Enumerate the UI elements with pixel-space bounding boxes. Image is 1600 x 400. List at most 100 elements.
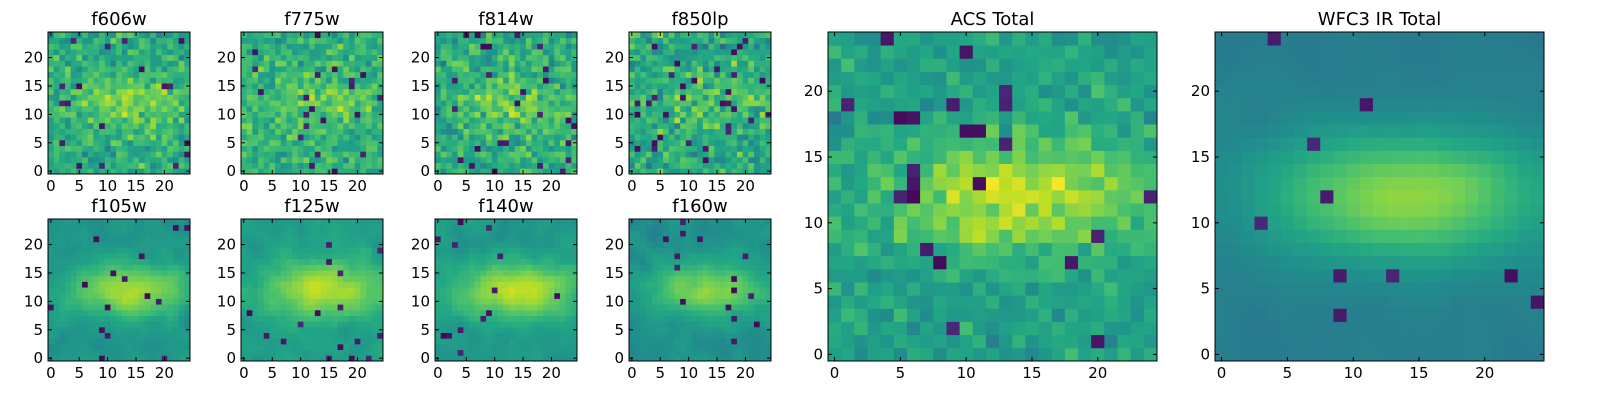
heatmap-cell	[87, 230, 94, 237]
heatmap-cell	[525, 230, 532, 237]
heatmap-cell	[297, 247, 304, 254]
heatmap-cell	[702, 139, 709, 146]
heatmap-cell	[161, 122, 168, 129]
heatmap-cell	[548, 88, 555, 95]
heatmap-cell	[76, 241, 83, 248]
heatmap-cell	[59, 258, 66, 265]
heatmap-cell	[303, 355, 310, 362]
heatmap-cell	[116, 77, 123, 84]
heatmap-cell	[571, 162, 578, 169]
heatmap-cell	[531, 111, 538, 118]
heatmap-cell	[76, 88, 83, 95]
heatmap-cell	[719, 355, 726, 362]
heatmap-cell	[167, 151, 174, 158]
heatmap-cell	[503, 230, 510, 237]
heatmap-cell	[331, 32, 338, 39]
heatmap-cell	[469, 139, 476, 146]
heatmap-cell	[292, 117, 299, 124]
heatmap-cell	[314, 32, 321, 39]
heatmap-cell	[110, 105, 117, 112]
heatmap-cell	[104, 139, 111, 146]
heatmap-cell	[263, 77, 270, 84]
heatmap-cell	[354, 139, 361, 146]
y-tick-label: 10	[217, 292, 236, 310]
heatmap-cell	[360, 247, 367, 254]
heatmap-cell	[314, 287, 321, 294]
heatmap-cell	[348, 111, 355, 118]
heatmap-cell	[565, 134, 572, 141]
heatmap-cell	[765, 134, 772, 141]
heatmap-cell	[263, 355, 270, 362]
heatmap-cell	[440, 236, 447, 243]
heatmap-cell	[337, 292, 344, 299]
heatmap-cell	[354, 315, 361, 322]
axes-frame	[47, 218, 191, 362]
heatmap-cell	[167, 83, 174, 90]
heatmap-cell	[565, 117, 572, 124]
heatmap-cell	[53, 287, 60, 294]
heatmap-cell	[542, 162, 549, 169]
heatmap-cell	[314, 77, 321, 84]
heatmap-cell	[663, 37, 670, 44]
heatmap-cell	[314, 326, 321, 333]
heatmap-cell	[480, 32, 487, 39]
heatmap-cell	[554, 338, 561, 345]
heatmap-cell	[497, 77, 504, 84]
heatmap-cell	[663, 128, 670, 135]
heatmap-cell	[144, 60, 151, 67]
heatmap-cell	[70, 287, 77, 294]
heatmap-cell	[252, 100, 259, 107]
heatmap-cell	[646, 355, 653, 362]
heatmap-cell	[663, 355, 670, 362]
heatmap-cell	[435, 105, 442, 112]
heatmap-cell	[246, 236, 253, 243]
axes-frame	[240, 31, 384, 175]
heatmap-cell	[452, 117, 459, 124]
heatmap-cell	[53, 139, 60, 146]
heatmap-cell	[719, 281, 726, 288]
heatmap-cell	[309, 134, 316, 141]
heatmap-cell	[150, 219, 157, 226]
heatmap-cell	[514, 315, 521, 322]
heatmap-cell	[70, 168, 77, 175]
heatmap-cell	[371, 94, 378, 101]
heatmap-cell	[514, 43, 521, 50]
heatmap-cell	[708, 349, 715, 356]
heatmap-cell	[508, 343, 515, 351]
heatmap-cell	[480, 258, 487, 265]
heatmap-cell	[663, 43, 670, 50]
heatmap-cell	[269, 117, 276, 124]
heatmap-cell	[133, 230, 140, 237]
heatmap-cell	[184, 304, 191, 311]
heatmap-cell	[753, 343, 761, 351]
heatmap-cell	[508, 349, 515, 356]
heatmap-cell	[263, 145, 270, 152]
heatmap-cell	[320, 343, 327, 351]
heatmap-cell	[172, 355, 180, 362]
heatmap-cell	[127, 236, 134, 243]
heatmap-cell	[121, 168, 128, 175]
heatmap-cell	[691, 287, 698, 294]
heatmap-cell	[286, 230, 293, 237]
heatmap-cell	[714, 332, 721, 339]
heatmap-cell	[440, 219, 447, 226]
heatmap-cell	[326, 224, 333, 231]
heatmap-cell	[759, 321, 766, 328]
heatmap-cell	[110, 270, 117, 277]
heatmap-cell	[559, 134, 567, 141]
heatmap-cell	[508, 139, 515, 146]
heatmap-cell	[116, 258, 123, 265]
heatmap-cell	[537, 77, 544, 84]
heatmap-cell	[725, 94, 732, 101]
heatmap-cell	[269, 111, 276, 118]
heatmap-cell	[331, 236, 338, 243]
heatmap-cell	[474, 151, 481, 158]
heatmap-cell	[184, 117, 191, 124]
heatmap-cell	[48, 105, 55, 112]
heatmap-cell	[258, 49, 265, 56]
heatmap-cell	[634, 355, 641, 362]
heatmap-cell	[354, 88, 361, 95]
heatmap-cell	[508, 315, 515, 322]
heatmap-cell	[736, 309, 743, 316]
heatmap-cell	[708, 275, 715, 282]
